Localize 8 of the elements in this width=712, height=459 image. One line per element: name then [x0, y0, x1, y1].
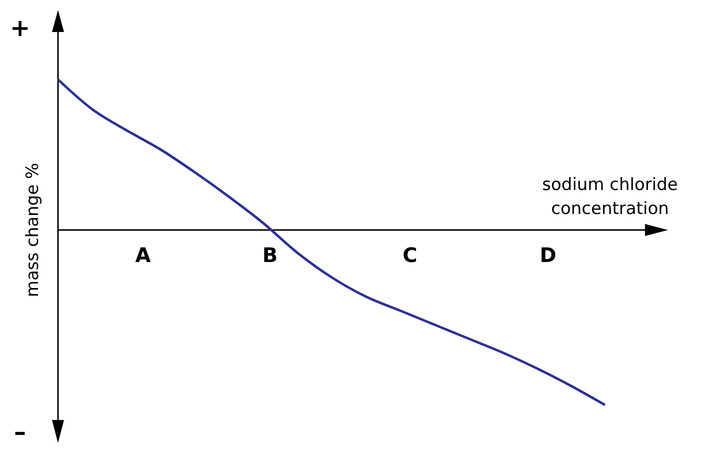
annotation: A — [135, 243, 152, 267]
text: – — [14, 418, 26, 446]
text: + — [10, 14, 30, 42]
annotation: B — [262, 243, 278, 267]
annotation: D — [540, 243, 556, 267]
y-axis-title: mass change % — [23, 162, 43, 298]
x-axis-title: sodium chloride concentration — [542, 175, 678, 219]
annotation: C — [402, 243, 418, 267]
